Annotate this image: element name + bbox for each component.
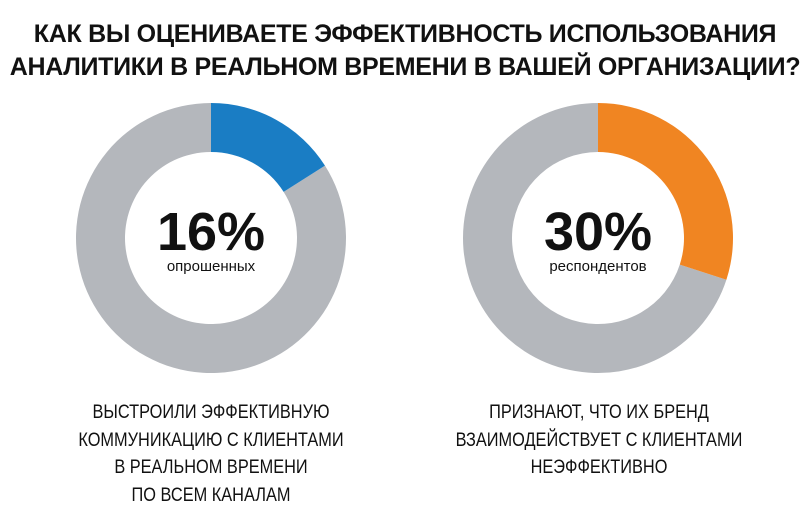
caption-right: ПРИЗНАЮТ, ЧТО ИХ БРЕНД ВЗАИМОДЕЙСТВУЕТ С… [427, 399, 771, 482]
caption-line: В РЕАЛЬНОМ ВРЕМЕНИ [39, 454, 383, 482]
caption-line: ВЗАИМОДЕЙСТВУЕТ С КЛИЕНТАМИ [427, 427, 771, 455]
caption-line: ПО ВСЕМ КАНАЛАМ [39, 482, 383, 509]
center-sublabel: опрошенных [167, 258, 256, 275]
center-percent-label: 30% [544, 202, 652, 262]
caption-line: ВЫСТРОИЛИ ЭФФЕКТИВНУЮ [39, 399, 383, 427]
center-percent-label: 16% [157, 202, 265, 262]
center-sublabel: респондентов [549, 258, 646, 275]
caption-line: ПРИЗНАЮТ, ЧТО ИХ БРЕНД [427, 399, 771, 427]
caption-left: ВЫСТРОИЛИ ЭФФЕКТИВНУЮ КОММУНИКАЦИЮ С КЛИ… [39, 399, 383, 509]
caption-line: КОММУНИКАЦИЮ С КЛИЕНТАМИ [39, 427, 383, 455]
caption-line: НЕЭФФЕКТИВНО [427, 454, 771, 482]
